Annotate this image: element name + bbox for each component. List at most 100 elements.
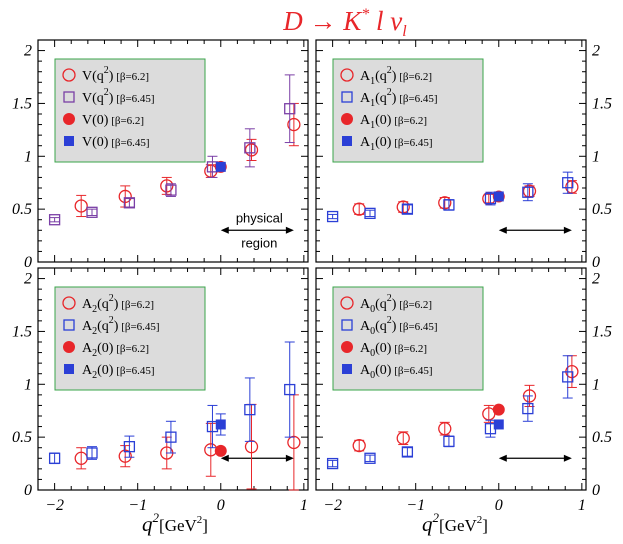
legend-label: A2(0) [β=6.45]	[82, 363, 155, 381]
legend-label: V(q2) [β=6.45]	[82, 87, 155, 106]
panel-A1: 0 0.5 1 1.5 2 A1(q2) [β=6.2]A1(q2) [β=6.45] A1…	[315, 39, 612, 271]
annotation-region: region	[241, 235, 277, 250]
y-tick-label: 0.5	[592, 201, 612, 218]
legend-marker-circle	[340, 296, 354, 310]
legend-marker-circle	[62, 296, 76, 310]
y-tick-label: 1	[592, 376, 600, 393]
arrow-head-left	[498, 454, 507, 462]
legend-box	[54, 286, 206, 391]
legend-marker-filled-square	[342, 364, 352, 374]
x-axis-label-right: q2[GeV2]	[422, 510, 488, 536]
legend-marker-square	[63, 91, 75, 103]
data-point-square	[562, 177, 574, 189]
data-point-square	[401, 446, 414, 458]
legend-label: A1(0) [β=6.2]	[360, 113, 427, 131]
arrow-head-right	[285, 226, 294, 234]
y-tick-label: 0	[592, 254, 600, 271]
annotation-physical: physical	[236, 210, 283, 225]
y-tick-label: 0	[24, 254, 32, 271]
data-point-circle	[438, 196, 452, 210]
y-tick-label: 1.5	[12, 95, 32, 112]
data-point-square	[244, 142, 256, 154]
legend-label: V(0) [β=6.45]	[82, 135, 150, 150]
y-tick-label: 2	[24, 43, 32, 60]
legend-marker-filled-circle	[63, 113, 75, 125]
legend-label: A0(0) [β=6.45]	[360, 363, 433, 381]
legend-marker-filled-square	[64, 364, 74, 374]
data-point-square	[48, 214, 61, 226]
plot-frame	[37, 39, 309, 263]
legend-marker-square	[341, 91, 353, 103]
data-point-circle	[244, 440, 259, 454]
data-point-square	[326, 457, 339, 470]
title-star: *	[361, 6, 369, 23]
data-point-square	[562, 371, 574, 383]
y-tick-label: 0	[24, 482, 32, 499]
data-point-square	[443, 199, 455, 211]
data-point-filled-square	[215, 161, 226, 172]
data-point-filled-circle	[214, 444, 227, 457]
x-axis-label-left: q2[GeV2]	[142, 510, 208, 536]
legend-label: A2(q2) [β=6.2]	[82, 293, 154, 315]
y-tick-label: 2	[592, 43, 600, 60]
data-point-square	[522, 402, 534, 415]
data-point-filled-square	[493, 191, 504, 202]
data-point-circle	[396, 431, 410, 445]
y-tick-label: 0	[592, 482, 600, 499]
data-point-circle	[438, 422, 452, 436]
x-tick-label: −1	[128, 497, 147, 514]
data-point-filled-circle	[492, 403, 505, 416]
legend-marker-circle	[340, 68, 354, 82]
panels-group: 0 0.5 1 1.5 2 physical region V(q2) [β=6.2] V(q2…	[12, 39, 612, 514]
y-tick-label: 1.5	[12, 323, 32, 340]
legend-box	[332, 286, 484, 391]
data-point-square	[443, 435, 455, 448]
legend-marker-filled-circle	[341, 341, 353, 353]
legend-label: A1(0) [β=6.45]	[360, 135, 433, 153]
data-point-square	[123, 441, 136, 453]
data-point-circle	[160, 179, 174, 193]
data-point-square	[364, 452, 376, 464]
arrow-head-left	[498, 226, 507, 234]
data-point-square	[364, 207, 376, 220]
y-tick-label: 1.5	[592, 323, 612, 340]
legend-marker-circle	[62, 68, 76, 82]
title-rest: l ν	[369, 6, 402, 36]
legend-label: A2(0) [β=6.2]	[82, 341, 149, 359]
title-sub: l	[402, 23, 407, 40]
x-tick-label: 1	[300, 497, 308, 514]
arrow-head-left	[220, 454, 229, 462]
plot-frame	[37, 267, 309, 491]
y-tick-label: 0.5	[12, 429, 32, 446]
plot-frame	[315, 267, 587, 491]
data-point-square	[165, 431, 177, 443]
y-tick-label: 2	[592, 271, 600, 288]
data-point-circle	[118, 189, 132, 204]
x-tick-label: −1	[406, 497, 425, 514]
legend-label: A1(q2) [β=6.45]	[360, 87, 438, 109]
x-tick-label: 1	[578, 497, 586, 514]
legend-label: A0(0) [β=6.2]	[360, 341, 427, 359]
data-point-circle	[74, 199, 88, 213]
legend-marker-filled-circle	[63, 341, 75, 353]
legend-label: V(q2) [β=6.2]	[82, 65, 149, 84]
y-tick-label: 2	[24, 271, 32, 288]
data-point-square	[326, 210, 339, 223]
data-point-circle	[287, 435, 301, 450]
legend-label: V(0) [β=6.2]	[82, 113, 144, 128]
y-tick-label: 0.5	[12, 201, 32, 218]
plot-frame	[315, 39, 587, 263]
data-point-circle	[244, 143, 259, 157]
legend-box	[54, 58, 206, 163]
data-point-circle	[287, 117, 301, 132]
arrow-head-left	[220, 226, 229, 234]
panel-A2: −2 −1 0 1 0 0.5 1 1.5 2 A2(q2) [β=6.2]A2(q2) [β=6…	[12, 267, 309, 514]
x-tick-label: 0	[217, 497, 225, 514]
arrow-head-right	[563, 226, 572, 234]
data-point-circle	[352, 438, 366, 453]
data-point-square	[284, 103, 296, 115]
y-tick-label: 0.5	[592, 429, 612, 446]
legend-label: A1(q2) [β=6.2]	[360, 65, 432, 87]
panel-V: 0 0.5 1 1.5 2 physical region V(q2) [β=6.2] V(q2…	[12, 39, 309, 271]
